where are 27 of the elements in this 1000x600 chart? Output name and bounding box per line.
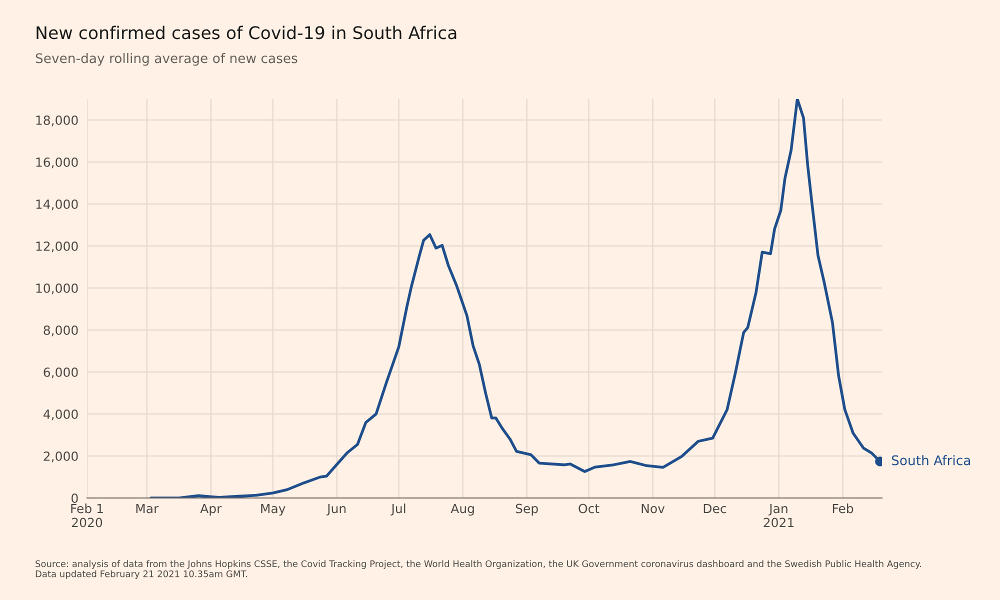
y-tick-label: 0 [72,493,78,503]
series-label: South Africa [892,455,970,466]
source-note: Source: analysis of data from the Johns Hopkins CSSE, the Covid Tracking Project, the World Health Organization, the UK Government coronavirus dashboard and the Swedish Public Health Agency. Data updated February 21 2021 10.35am GMT. [36,560,922,579]
x-tick-label: Feb 1 2020 [71,504,103,528]
chart-title: New confirmed cases of Covid-19 in South Africa [36,26,456,40]
y-tick-label: 14,000 [36,199,78,210]
y-tick-label: 2,000 [44,451,78,462]
x-tick-label: Mar [136,504,159,514]
y-tick-label: 12,000 [36,241,78,252]
chart-subtitle: Seven-day rolling average of new cases [36,52,298,66]
y-tick-label: 10,000 [36,283,78,294]
x-tick-label: Sep [516,504,538,516]
y-tick-label: 16,000 [36,157,78,168]
x-tick-label: Aug [450,504,474,516]
x-tick-label: Feb [832,504,854,514]
x-tick-label: Dec [704,504,726,514]
x-tick-label: Nov [642,504,665,514]
x-tick-label: Jan 2021 [764,504,794,528]
x-tick-label: Jun [326,504,346,516]
y-tick-label: 6,000 [44,367,78,378]
y-tick-label: 4,000 [43,409,78,420]
x-tick-label: Oct [578,504,600,514]
x-tick-label: Apr [200,504,222,516]
x-tick-label: Jul [390,504,406,516]
y-tick-label: 18,000 [36,115,78,126]
x-tick-label: May [261,504,286,516]
y-tick-label: 8,000 [44,325,78,336]
